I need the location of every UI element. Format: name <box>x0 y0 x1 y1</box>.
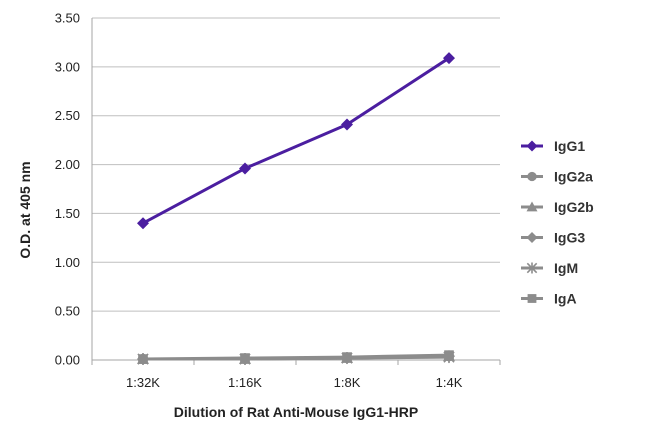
y-axis-title: O.D. at 405 nm <box>17 161 33 258</box>
legend-item-igg2b: IgG2b <box>521 199 594 215</box>
x-tick-label-3: 1:4K <box>436 375 463 390</box>
legend-marker-igg2a <box>527 171 537 182</box>
series-line-igg1 <box>142 56 450 225</box>
legend-marker-igg2b <box>526 201 538 212</box>
series-igg2a <box>137 350 455 365</box>
x-axis-title: Dilution of Rat Anti-Mouse IgG1-HRP <box>174 404 418 420</box>
y-tick-label-7: 3.50 <box>55 11 80 26</box>
legend-item-igm: IgM <box>521 260 578 276</box>
y-tick-label-5: 2.50 <box>55 108 80 123</box>
legend-label-iga: IgA <box>554 291 577 307</box>
legend-marker-igm <box>526 262 538 274</box>
point-igg1-3 <box>443 52 455 65</box>
legend-marker-iga <box>527 294 537 303</box>
x-tick-label-1: 1:16K <box>228 375 262 390</box>
point-igg2a-1 <box>239 353 251 365</box>
legend-label-igg1: IgG1 <box>554 138 585 154</box>
legend-item-igg1: IgG1 <box>521 138 585 154</box>
series-group <box>137 52 455 366</box>
point-igg1-0 <box>137 217 149 230</box>
legend-label-igg2a: IgG2a <box>554 169 593 185</box>
legend-item-igg3: IgG3 <box>521 230 585 246</box>
series-line-igg2a <box>143 354 450 361</box>
y-tick-label-3: 1.50 <box>55 206 80 221</box>
point-igg1-1 <box>239 162 251 175</box>
y-tick-label-6: 3.00 <box>55 59 80 74</box>
legend-marker-igg3 <box>526 232 538 243</box>
legend-item-igg2a: IgG2a <box>521 169 593 185</box>
point-igg2a-2 <box>341 352 353 364</box>
y-tick-label-2: 1.00 <box>55 255 80 270</box>
y-tick-label-1: 0.50 <box>55 304 80 319</box>
gridlines <box>92 17 500 312</box>
y-tick-label-4: 2.00 <box>55 157 80 172</box>
x-tick-label-0: 1:32K <box>126 375 160 390</box>
point-igg2a-0 <box>137 353 149 365</box>
legend: IgG1 IgG2a IgG2b IgG3 IgM IgA <box>521 138 594 307</box>
legend-marker-igg1 <box>526 140 538 152</box>
legend-label-igg2b: IgG2b <box>554 199 594 215</box>
point-igg2a-3 <box>443 350 455 362</box>
legend-label-igg3: IgG3 <box>554 230 585 246</box>
legend-item-iga: IgA <box>521 291 577 307</box>
y-tick-label-0: 0.00 <box>55 353 80 368</box>
point-igg1-2 <box>341 118 353 131</box>
legend-label-igm: IgM <box>554 260 578 276</box>
series-igg1 <box>137 52 455 230</box>
x-tick-label-2: 1:8K <box>334 375 361 390</box>
